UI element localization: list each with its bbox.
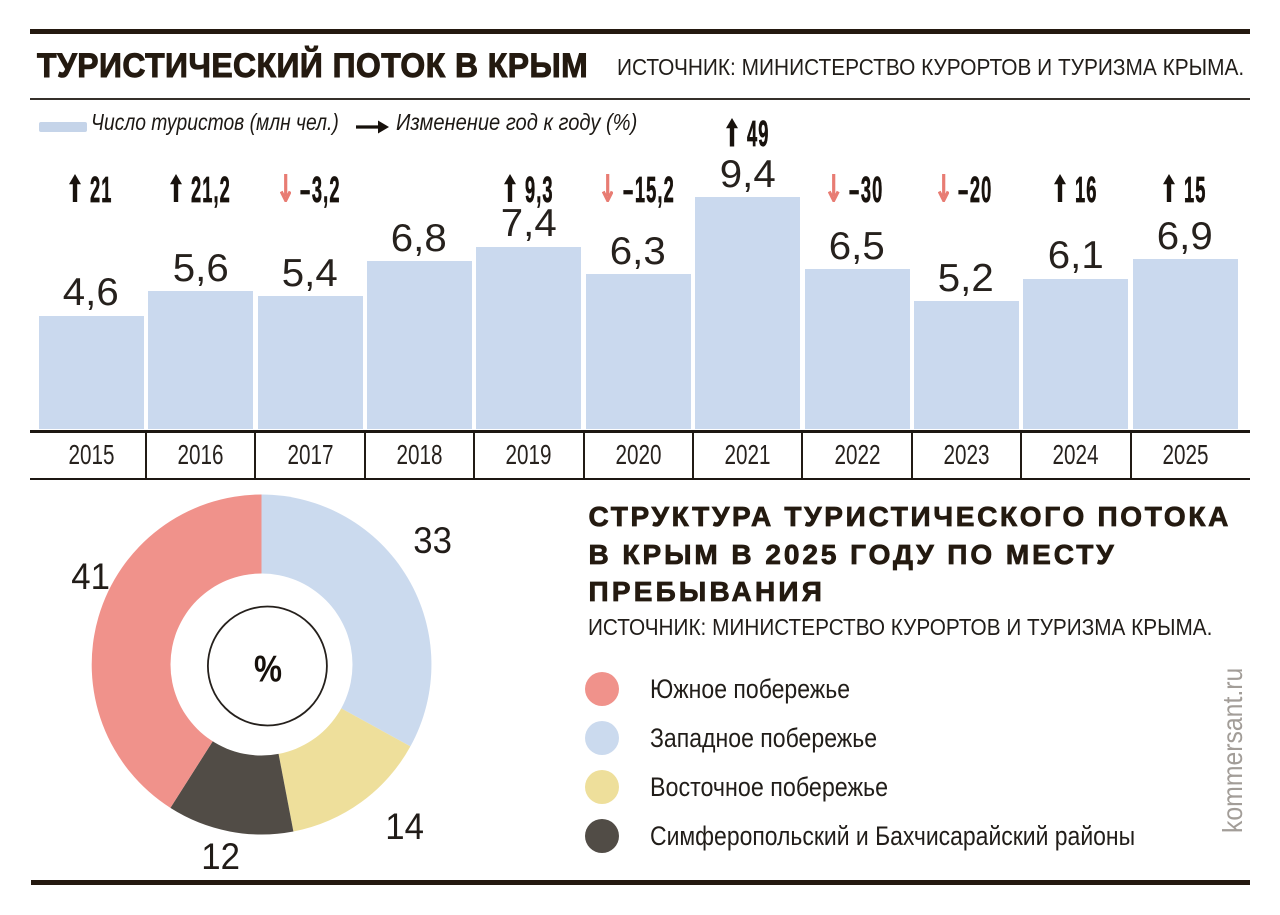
- svg-text:%: %: [254, 648, 282, 689]
